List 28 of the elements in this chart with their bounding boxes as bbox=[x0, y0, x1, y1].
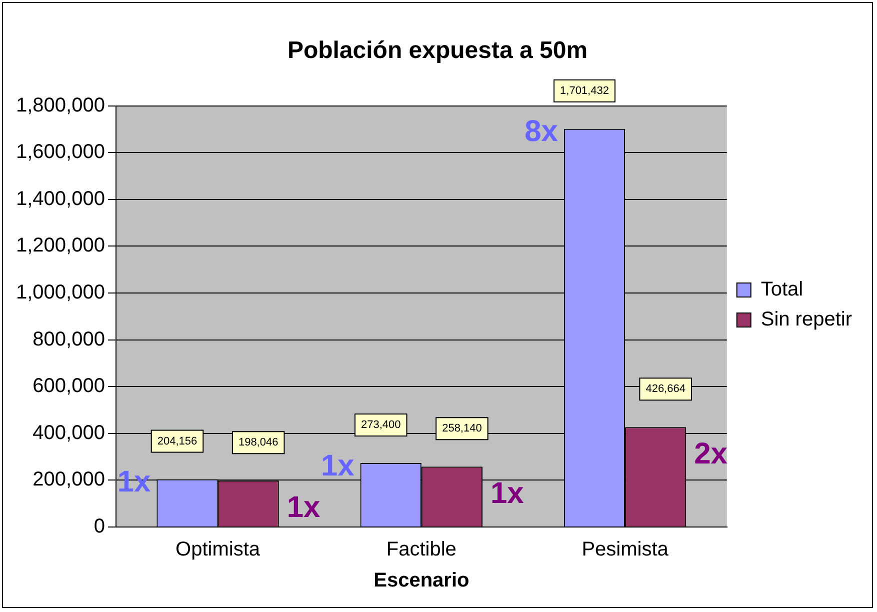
chart-title: Población expuesta a 50m bbox=[287, 37, 588, 64]
y-tick-label: 1,200,000 bbox=[16, 234, 105, 257]
annotation: 1x bbox=[286, 490, 321, 524]
data-label: 258,140 bbox=[442, 422, 482, 435]
x-tick-label: Factible bbox=[386, 538, 456, 561]
data-label: 198,046 bbox=[238, 436, 278, 449]
x-tick-label: Optimista bbox=[176, 538, 261, 561]
y-tick-label: 600,000 bbox=[32, 375, 105, 398]
y-tick-label: 0 bbox=[94, 516, 105, 538]
legend-label: Sin repetir bbox=[760, 308, 852, 331]
annotation: 2x bbox=[694, 437, 728, 470]
y-tick-label: 400,000 bbox=[32, 422, 105, 444]
data-label: 204,156 bbox=[157, 435, 198, 448]
x-tick-label: Pesimista bbox=[582, 538, 670, 561]
annotation: 8x bbox=[524, 115, 558, 148]
data-label: 426,664 bbox=[646, 383, 686, 396]
annotation: 1x bbox=[320, 449, 355, 482]
y-tick-label: 1,800,000 bbox=[16, 94, 105, 116]
x-axis-title: Escenario bbox=[374, 570, 470, 592]
data-label: 1,701,432 bbox=[560, 84, 609, 97]
annotation: 1x bbox=[490, 476, 524, 510]
data-label: 273,400 bbox=[360, 419, 401, 432]
y-tick-label: 1,400,000 bbox=[16, 188, 105, 210]
legend-label: Total bbox=[760, 278, 804, 301]
y-tick-label: 200,000 bbox=[32, 468, 105, 491]
y-tick-label: 1,000,000 bbox=[16, 282, 105, 304]
y-tick-label: 800,000 bbox=[32, 328, 105, 350]
y-tick-label: 1,600,000 bbox=[16, 141, 105, 164]
